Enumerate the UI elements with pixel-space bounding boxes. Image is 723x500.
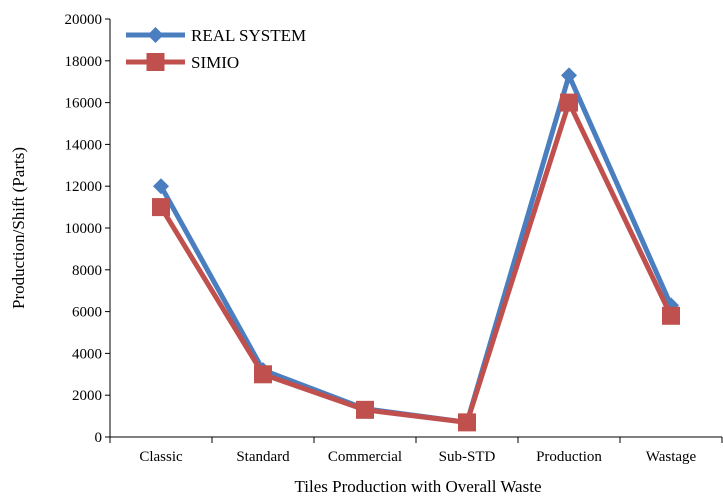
x-axis-ticks: Classic Standard Commercial Sub-STD Producti… [109, 437, 723, 465]
data-point [356, 400, 374, 419]
data-point [458, 413, 476, 432]
series-real-system [153, 67, 679, 431]
x-tick-label: Sub-STD [439, 449, 496, 465]
legend-item: SIMIO [126, 53, 239, 72]
data-point [152, 198, 170, 217]
legend-label: REAL SYSTEM [191, 26, 306, 45]
y-tick-label: 12000 [65, 179, 103, 195]
data-point [254, 365, 272, 384]
y-tick-label: 8000 [72, 263, 102, 279]
y-tick-label: 16000 [65, 96, 103, 112]
y-tick-label: 10000 [65, 221, 103, 237]
data-point [153, 178, 169, 195]
series-layer [152, 67, 680, 432]
legend-marker [146, 53, 165, 71]
series-simio [152, 93, 680, 432]
data-point [561, 67, 577, 84]
y-tick-label: 2000 [72, 388, 102, 404]
legend: REAL SYSTEM SIMIO [126, 26, 306, 72]
x-tick-label: Commercial [328, 449, 402, 465]
legend-label: SIMIO [191, 53, 239, 72]
y-tick-label: 0 [95, 430, 103, 446]
y-tick-label: 6000 [72, 305, 102, 321]
y-tick-label: 4000 [72, 346, 102, 362]
y-tick-label: 18000 [65, 54, 103, 70]
data-point [662, 306, 680, 325]
data-point [560, 93, 578, 112]
x-tick-label: Classic [139, 449, 183, 465]
series-line [158, 72, 674, 425]
y-axis-ticks: 0 2000 4000 6000 8000 10000 12000 14000 16000 180… [65, 12, 110, 446]
y-axis-title: Production/Shift (Parts) [9, 147, 28, 309]
x-axis-title: Tiles Production with Overall Waste [294, 477, 541, 496]
y-tick-label: 14000 [65, 137, 103, 153]
x-tick-label: Production [536, 449, 602, 465]
x-tick-label: Wastage [646, 449, 697, 465]
y-tick-label: 20000 [65, 12, 103, 28]
series-line [158, 100, 674, 425]
x-tick-label: Standard [236, 449, 290, 465]
legend-item: REAL SYSTEM [126, 26, 306, 45]
legend-marker [147, 27, 164, 43]
